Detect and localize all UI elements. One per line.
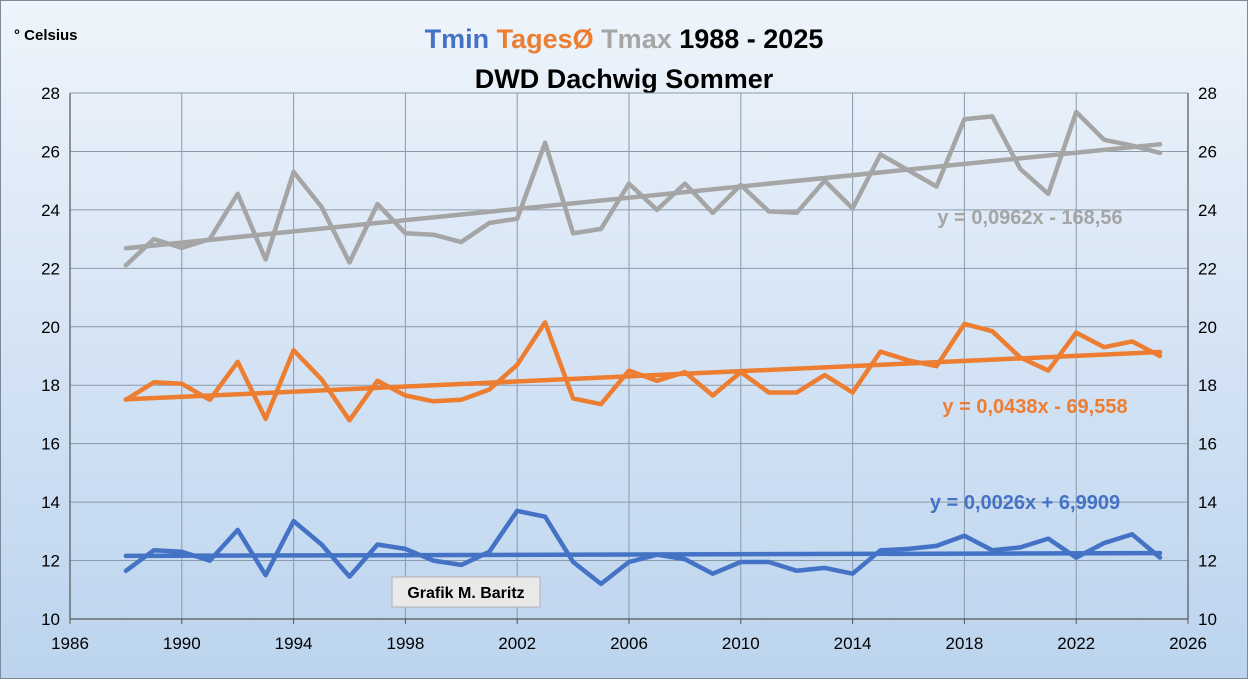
credit-box: Grafik M. Baritz <box>391 576 541 608</box>
x-tick-label: 2010 <box>722 634 760 653</box>
x-tick-label: 2014 <box>834 634 872 653</box>
y-tick-label-left: 12 <box>41 552 60 571</box>
y-tick-label-right: 12 <box>1198 552 1217 571</box>
y-tick-label-right: 28 <box>1198 84 1217 103</box>
tmin-trend-line <box>123 550 1163 559</box>
y-tick-label-left: 26 <box>41 142 60 161</box>
tmin-series-line <box>123 508 1163 587</box>
chart-subtitle: DWD Dachwig Sommer <box>475 64 774 94</box>
y-tick-label-right: 18 <box>1198 376 1217 395</box>
y-axis-unit-label: ° Celsius <box>14 27 78 44</box>
y-tick-label-left: 20 <box>41 318 60 337</box>
y-tick-label-left: 16 <box>41 435 60 454</box>
credit-label: Grafik M. Baritz <box>407 585 524 602</box>
y-tick-label-left: 14 <box>41 493 60 512</box>
y-tick-label-left: 28 <box>41 84 60 103</box>
title-part-2: Tmax <box>594 24 672 54</box>
tmean-series-line <box>123 320 1163 423</box>
x-tick-label: 2018 <box>945 634 983 653</box>
y-tick-label-left: 10 <box>41 610 60 629</box>
tmean-trend-equation: y = 0,0438x - 69,558 <box>942 396 1127 418</box>
title-part-1: TagesØ <box>489 24 594 54</box>
x-tick-label: 1990 <box>163 634 201 653</box>
x-tick-label: 2006 <box>610 634 648 653</box>
tmax-trend-equation: y = 0,0962x - 168,56 <box>937 207 1122 229</box>
y-tick-label-right: 16 <box>1198 435 1217 454</box>
chart-title: Tmin TagesØ Tmax 1988 - 2025 <box>425 24 824 54</box>
series-lines <box>123 109 1163 587</box>
title-part-0: Tmin <box>425 24 490 54</box>
tmin-trend-equation: y = 0,0026x + 6,9909 <box>930 492 1120 514</box>
x-tick-label: 2002 <box>498 634 536 653</box>
x-tick-label: 1986 <box>51 634 89 653</box>
x-tick-label: 2022 <box>1057 634 1095 653</box>
y-tick-label-left: 22 <box>41 259 60 278</box>
y-tick-label-right: 24 <box>1198 201 1217 220</box>
x-tick-label: 1998 <box>386 634 424 653</box>
tmax-series-line <box>123 109 1163 268</box>
y-tick-label-right: 26 <box>1198 142 1217 161</box>
x-tick-label: 2026 <box>1169 634 1207 653</box>
x-tick-label: 1994 <box>275 634 313 653</box>
credit-box-background <box>391 576 541 608</box>
y-tick-label-right: 22 <box>1198 259 1217 278</box>
trend-labels: y = 0,0962x - 168,56 y = 0,0438x - 69,558… <box>930 207 1128 514</box>
y-tick-label-left: 24 <box>41 201 60 220</box>
y-tick-label-right: 14 <box>1198 493 1217 512</box>
title-part-3: 1988 - 2025 <box>672 24 824 54</box>
y-tick-label-right: 10 <box>1198 610 1217 629</box>
y-tick-label-right: 20 <box>1198 318 1217 337</box>
y-tick-label-left: 18 <box>41 376 60 395</box>
